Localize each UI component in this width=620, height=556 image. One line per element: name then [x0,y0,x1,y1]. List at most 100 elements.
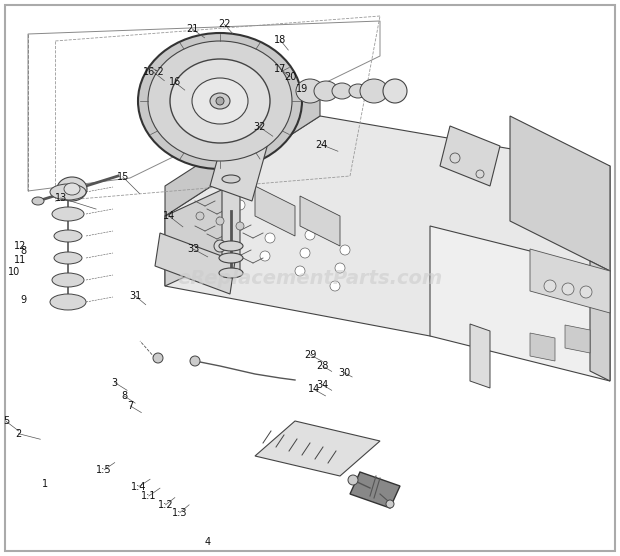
Ellipse shape [54,230,82,242]
Ellipse shape [314,81,338,101]
Ellipse shape [222,269,240,277]
Text: 1:5: 1:5 [96,465,112,475]
Text: 30: 30 [338,368,350,378]
Text: 20: 20 [284,72,296,82]
Text: 17: 17 [274,64,286,74]
Ellipse shape [222,175,240,183]
Circle shape [265,233,275,243]
Polygon shape [350,472,400,508]
Text: 1:3: 1:3 [172,508,187,518]
Text: 19: 19 [296,84,309,94]
Polygon shape [440,126,500,186]
Text: 1:2: 1:2 [157,500,174,510]
Polygon shape [530,333,555,361]
Text: 7: 7 [127,401,133,411]
Text: 1:1: 1:1 [141,491,156,501]
Text: 10: 10 [8,267,20,277]
Ellipse shape [192,78,248,124]
Ellipse shape [210,93,230,109]
Ellipse shape [54,252,82,264]
Circle shape [295,266,305,276]
Polygon shape [300,196,340,246]
Circle shape [544,280,556,292]
Polygon shape [255,186,295,236]
Circle shape [216,97,224,105]
Text: 16: 16 [169,77,181,87]
Circle shape [260,251,270,261]
Ellipse shape [349,84,367,98]
Ellipse shape [360,79,388,103]
Ellipse shape [219,241,243,251]
Text: 15: 15 [117,172,129,182]
Circle shape [335,263,345,273]
Polygon shape [590,261,610,381]
Ellipse shape [52,273,84,287]
Polygon shape [565,325,590,353]
Polygon shape [530,249,610,313]
Text: 13: 13 [55,193,67,203]
Text: 33: 33 [187,244,200,254]
Text: 1: 1 [42,479,48,489]
Ellipse shape [52,207,84,221]
Circle shape [580,286,592,298]
Text: 21: 21 [186,24,198,34]
Circle shape [383,79,407,103]
Circle shape [562,283,574,295]
Circle shape [196,212,204,220]
Text: 1:4: 1:4 [131,481,147,492]
Text: 28: 28 [316,361,329,371]
Text: 32: 32 [253,122,265,132]
Circle shape [330,281,340,291]
Text: 18: 18 [274,35,286,45]
Polygon shape [165,86,320,216]
Circle shape [236,222,244,230]
Ellipse shape [219,268,243,278]
Text: 22: 22 [218,19,231,29]
Ellipse shape [50,184,86,200]
Circle shape [386,500,394,508]
Polygon shape [510,116,610,271]
Ellipse shape [296,79,324,103]
Ellipse shape [219,253,243,263]
Ellipse shape [57,177,87,201]
Circle shape [216,217,224,225]
Polygon shape [222,179,240,273]
Polygon shape [210,121,270,201]
Text: 16:2: 16:2 [143,67,165,77]
Text: 11: 11 [14,255,26,265]
Circle shape [230,218,240,228]
Circle shape [348,475,358,485]
Text: 5: 5 [3,416,9,426]
Text: 24: 24 [315,140,327,150]
Polygon shape [165,116,610,336]
Ellipse shape [64,183,80,195]
Text: 14: 14 [308,384,320,394]
Text: 14: 14 [162,211,175,221]
Text: 34: 34 [316,380,329,390]
Ellipse shape [32,197,44,205]
Polygon shape [470,324,490,388]
Polygon shape [165,186,230,286]
Circle shape [235,200,245,210]
Text: 8: 8 [121,391,127,401]
Text: 2: 2 [16,429,22,439]
Text: 4: 4 [205,537,211,547]
Circle shape [214,240,226,252]
Circle shape [270,215,280,225]
Ellipse shape [170,59,270,143]
Circle shape [340,245,350,255]
Polygon shape [430,226,610,381]
Text: 8: 8 [20,246,27,256]
Ellipse shape [332,83,352,99]
Ellipse shape [50,294,86,310]
Ellipse shape [148,41,292,161]
Ellipse shape [138,33,302,169]
Text: 9: 9 [20,295,27,305]
Text: 12: 12 [14,241,26,251]
Circle shape [225,236,235,246]
Text: 29: 29 [304,350,316,360]
Circle shape [190,356,200,366]
Text: 31: 31 [129,291,141,301]
Polygon shape [155,233,235,294]
Polygon shape [255,421,380,476]
